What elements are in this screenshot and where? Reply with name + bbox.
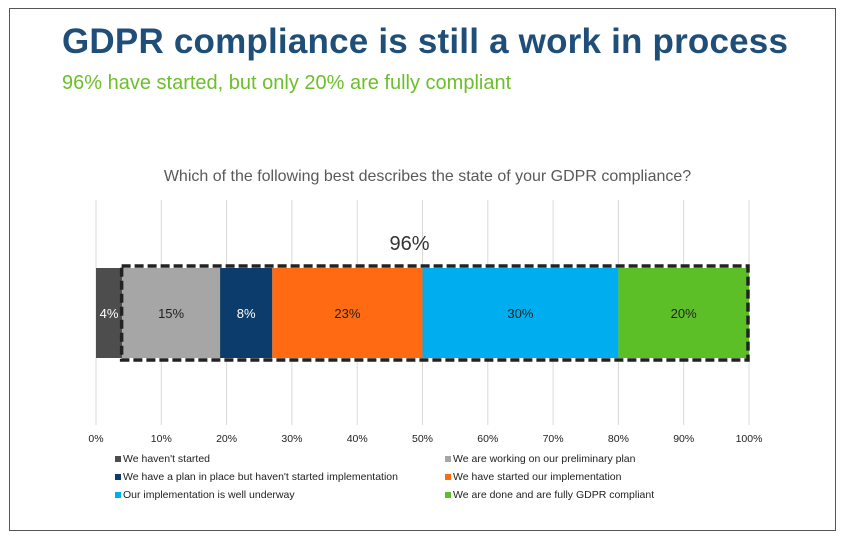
- legend-swatch: [115, 492, 121, 498]
- legend-label: We are done and are fully GDPR compliant: [453, 489, 655, 501]
- legend-item: We haven't started: [115, 453, 210, 465]
- bar-segment: [422, 268, 619, 358]
- chart-title: Which of the following best describes th…: [163, 168, 692, 185]
- bar-segment: [272, 268, 423, 358]
- x-tick-label: 50%: [412, 433, 433, 445]
- x-tick-label: 20%: [216, 433, 237, 445]
- annotation-label: 96%: [390, 233, 430, 255]
- x-tick-label: 40%: [347, 433, 368, 445]
- data-label: 15%: [158, 306, 184, 321]
- x-tick-label: 100%: [736, 433, 763, 445]
- legend-swatch: [445, 456, 451, 462]
- data-label: 23%: [334, 306, 360, 321]
- x-tick-label: 0%: [88, 433, 103, 445]
- legend-label: We have started our implementation: [453, 471, 622, 483]
- slide-subtitle: 96% have started, but only 20% are fully…: [62, 72, 512, 94]
- legend-label: We are working on our preliminary plan: [453, 453, 636, 465]
- bar-segment: [96, 268, 123, 358]
- slide-title: GDPR compliance is still a work in proce…: [62, 22, 789, 61]
- data-label: 4%: [100, 306, 119, 321]
- bar-segment: [618, 268, 749, 358]
- legend-swatch: [445, 474, 451, 480]
- x-tick-label: 30%: [281, 433, 302, 445]
- legend-item: We have started our implementation: [445, 471, 621, 483]
- annotation-box: [119, 264, 750, 362]
- legend-label: Our implementation is well underway: [123, 489, 295, 501]
- bar-segment: [220, 268, 273, 358]
- x-tick-label: 90%: [673, 433, 694, 445]
- legend-item: We are working on our preliminary plan: [445, 453, 635, 465]
- x-tick-label: 10%: [151, 433, 172, 445]
- x-tick-label: 70%: [543, 433, 564, 445]
- legend-label: We haven't started: [123, 453, 211, 465]
- legend-swatch: [445, 492, 451, 498]
- x-tick-label: 60%: [477, 433, 498, 445]
- legend-swatch: [115, 474, 121, 480]
- legend-item: Our implementation is well underway: [115, 489, 295, 501]
- data-label: 20%: [671, 306, 697, 321]
- data-label: 8%: [237, 306, 256, 321]
- legend-label: We have a plan in place but haven't star…: [123, 471, 398, 483]
- legend-item: We have a plan in place but haven't star…: [115, 471, 398, 483]
- legend-swatch: [115, 456, 121, 462]
- bar-segment: [122, 268, 221, 358]
- data-label: 30%: [507, 306, 533, 321]
- x-tick-label: 80%: [608, 433, 629, 445]
- legend-item: We are done and are fully GDPR compliant: [445, 489, 654, 501]
